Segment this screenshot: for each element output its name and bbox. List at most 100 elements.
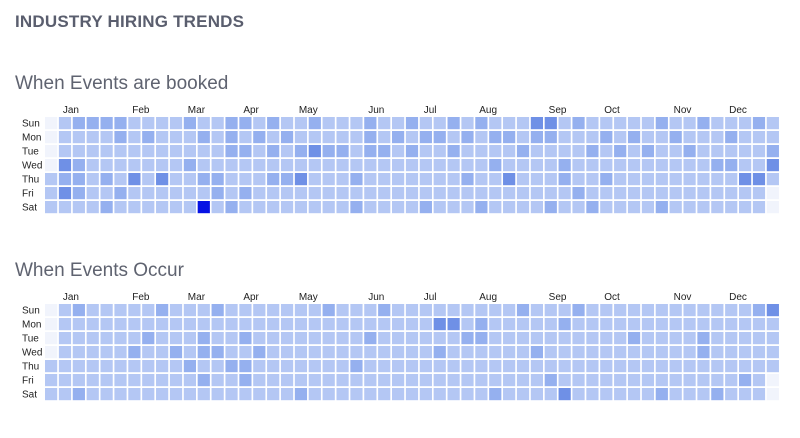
heatmap-cell[interactable] — [544, 201, 557, 214]
heatmap-cell[interactable] — [239, 117, 252, 130]
heatmap-cell[interactable] — [461, 388, 474, 401]
heatmap-cell[interactable] — [350, 173, 363, 186]
heatmap-cell[interactable] — [711, 304, 724, 317]
heatmap-cell[interactable] — [322, 187, 335, 200]
heatmap-cell[interactable] — [336, 304, 349, 317]
heatmap-cell[interactable] — [489, 346, 502, 359]
heatmap-cell[interactable] — [350, 201, 363, 214]
heatmap-cell[interactable] — [364, 131, 377, 144]
heatmap-cell[interactable] — [239, 173, 252, 186]
heatmap-cell[interactable] — [433, 360, 446, 373]
heatmap-cell[interactable] — [128, 360, 141, 373]
heatmap-cell[interactable] — [322, 131, 335, 144]
heatmap-cell[interactable] — [461, 173, 474, 186]
heatmap-cell[interactable] — [364, 187, 377, 200]
heatmap-cell[interactable] — [183, 145, 196, 158]
heatmap-cell[interactable] — [766, 388, 779, 401]
heatmap-cell[interactable] — [100, 374, 113, 387]
heatmap-cell[interactable] — [72, 304, 85, 317]
heatmap-cell[interactable] — [45, 304, 58, 317]
heatmap-cell[interactable] — [378, 360, 391, 373]
heatmap-cell[interactable] — [461, 304, 474, 317]
heatmap-cell[interactable] — [697, 346, 710, 359]
heatmap-cell[interactable] — [614, 145, 627, 158]
heatmap-cell[interactable] — [544, 145, 557, 158]
heatmap-cell[interactable] — [239, 159, 252, 172]
heatmap-cell[interactable] — [669, 304, 682, 317]
heatmap-cell[interactable] — [322, 145, 335, 158]
heatmap-cell[interactable] — [614, 360, 627, 373]
heatmap-cell[interactable] — [627, 332, 641, 345]
heatmap-cell[interactable] — [239, 374, 252, 387]
heatmap-cell[interactable] — [419, 131, 432, 144]
heatmap-cell[interactable] — [169, 318, 183, 331]
heatmap-cell[interactable] — [683, 374, 696, 387]
heatmap-cell[interactable] — [655, 332, 668, 345]
heatmap-cell[interactable] — [405, 304, 419, 317]
heatmap-cell[interactable] — [627, 117, 641, 130]
heatmap-cell[interactable] — [211, 332, 224, 345]
heatmap-cell[interactable] — [128, 187, 141, 200]
heatmap-cell[interactable] — [503, 346, 516, 359]
heatmap-cell[interactable] — [267, 145, 280, 158]
heatmap-cell[interactable] — [197, 159, 210, 172]
heatmap-cell[interactable] — [294, 318, 308, 331]
heatmap-cell[interactable] — [433, 145, 446, 158]
heatmap-cell[interactable] — [364, 318, 377, 331]
heatmap-cell[interactable] — [322, 332, 335, 345]
heatmap-cell[interactable] — [58, 374, 72, 387]
heatmap-cell[interactable] — [72, 332, 85, 345]
heatmap-cell[interactable] — [128, 201, 141, 214]
heatmap-cell[interactable] — [128, 388, 141, 401]
heatmap-cell[interactable] — [655, 131, 668, 144]
heatmap-cell[interactable] — [697, 117, 710, 130]
heatmap-cell[interactable] — [447, 159, 460, 172]
heatmap-cell[interactable] — [169, 159, 183, 172]
heatmap-cell[interactable] — [669, 360, 682, 373]
heatmap-cell[interactable] — [669, 187, 682, 200]
heatmap-cell[interactable] — [308, 145, 321, 158]
heatmap-cell[interactable] — [378, 374, 391, 387]
heatmap-cell[interactable] — [530, 318, 543, 331]
heatmap-cell[interactable] — [600, 201, 613, 214]
heatmap-cell[interactable] — [156, 173, 169, 186]
heatmap-cell[interactable] — [169, 117, 183, 130]
heatmap-cell[interactable] — [142, 131, 155, 144]
heatmap-cell[interactable] — [752, 187, 766, 200]
heatmap-cell[interactable] — [100, 346, 113, 359]
heatmap-cell[interactable] — [475, 388, 488, 401]
heatmap-cell[interactable] — [530, 145, 543, 158]
heatmap-cell[interactable] — [58, 388, 72, 401]
heatmap-cell[interactable] — [586, 304, 599, 317]
heatmap-cell[interactable] — [572, 374, 585, 387]
heatmap-cell[interactable] — [378, 131, 391, 144]
heatmap-cell[interactable] — [350, 131, 363, 144]
heatmap-cell[interactable] — [211, 318, 224, 331]
heatmap-cell[interactable] — [558, 304, 571, 317]
heatmap-cell[interactable] — [197, 187, 210, 200]
heatmap-cell[interactable] — [461, 374, 474, 387]
heatmap-cell[interactable] — [128, 145, 141, 158]
heatmap-cell[interactable] — [627, 159, 641, 172]
heatmap-cell[interactable] — [405, 187, 419, 200]
heatmap-cell[interactable] — [544, 388, 557, 401]
heatmap-cell[interactable] — [475, 201, 488, 214]
heatmap-cell[interactable] — [669, 374, 682, 387]
heatmap-cell[interactable] — [280, 201, 294, 214]
heatmap-cell[interactable] — [72, 318, 85, 331]
heatmap-cell[interactable] — [405, 332, 419, 345]
heatmap-cell[interactable] — [294, 332, 308, 345]
heatmap-cell[interactable] — [725, 346, 738, 359]
heatmap-cell[interactable] — [336, 117, 349, 130]
heatmap-cell[interactable] — [378, 318, 391, 331]
heatmap-cell[interactable] — [766, 374, 779, 387]
heatmap-cell[interactable] — [128, 159, 141, 172]
heatmap-cell[interactable] — [475, 131, 488, 144]
heatmap-cell[interactable] — [364, 159, 377, 172]
heatmap-cell[interactable] — [447, 173, 460, 186]
heatmap-cell[interactable] — [280, 145, 294, 158]
heatmap-cell[interactable] — [711, 145, 724, 158]
heatmap-cell[interactable] — [447, 187, 460, 200]
heatmap-cell[interactable] — [586, 360, 599, 373]
heatmap-cell[interactable] — [586, 201, 599, 214]
